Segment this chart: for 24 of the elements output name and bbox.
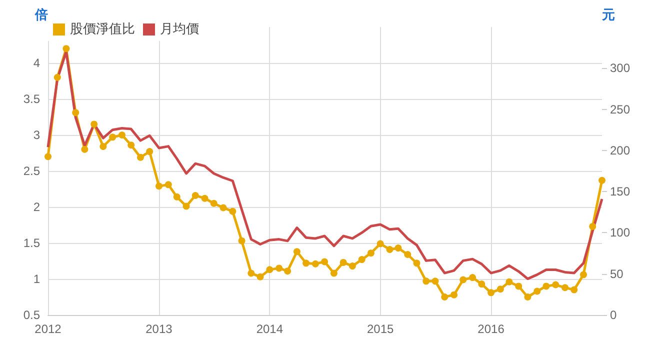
y2-tick-label: 250 — [610, 102, 630, 116]
y-tick-label: 0.5 — [23, 308, 40, 322]
y-tick-label: 1.5 — [23, 236, 40, 250]
y2-tick-label: 150 — [610, 184, 630, 199]
y-tick-label: 4 — [33, 56, 40, 70]
y2-tick-label: 50 — [610, 266, 624, 281]
x-tick-label: 2016 — [478, 322, 505, 336]
y-tick-label: 2.5 — [23, 164, 40, 178]
y2-tick-label: 200 — [610, 143, 630, 158]
x-tick-label: 2014 — [256, 322, 284, 336]
y2-tick-label: 0 — [610, 308, 617, 322]
x-tick-label: 2012 — [34, 322, 62, 336]
y2-tick-label: 300 — [610, 61, 630, 76]
y-tick-label: 1 — [33, 272, 40, 286]
y-tick-label: 2 — [33, 200, 40, 214]
legend-label: 股價淨值比 — [70, 22, 135, 37]
legend-label: 月均價 — [160, 22, 199, 37]
y-axis-title: 倍 — [34, 7, 48, 22]
y2-axis-title: 元 — [601, 7, 615, 22]
x-tick-label: 2015 — [366, 322, 394, 336]
y2-tick-label: 100 — [610, 226, 630, 240]
y-tick-label: 3 — [33, 128, 40, 142]
y-tick-label: 3.5 — [23, 92, 40, 106]
x-tick-label: 2013 — [146, 322, 173, 336]
